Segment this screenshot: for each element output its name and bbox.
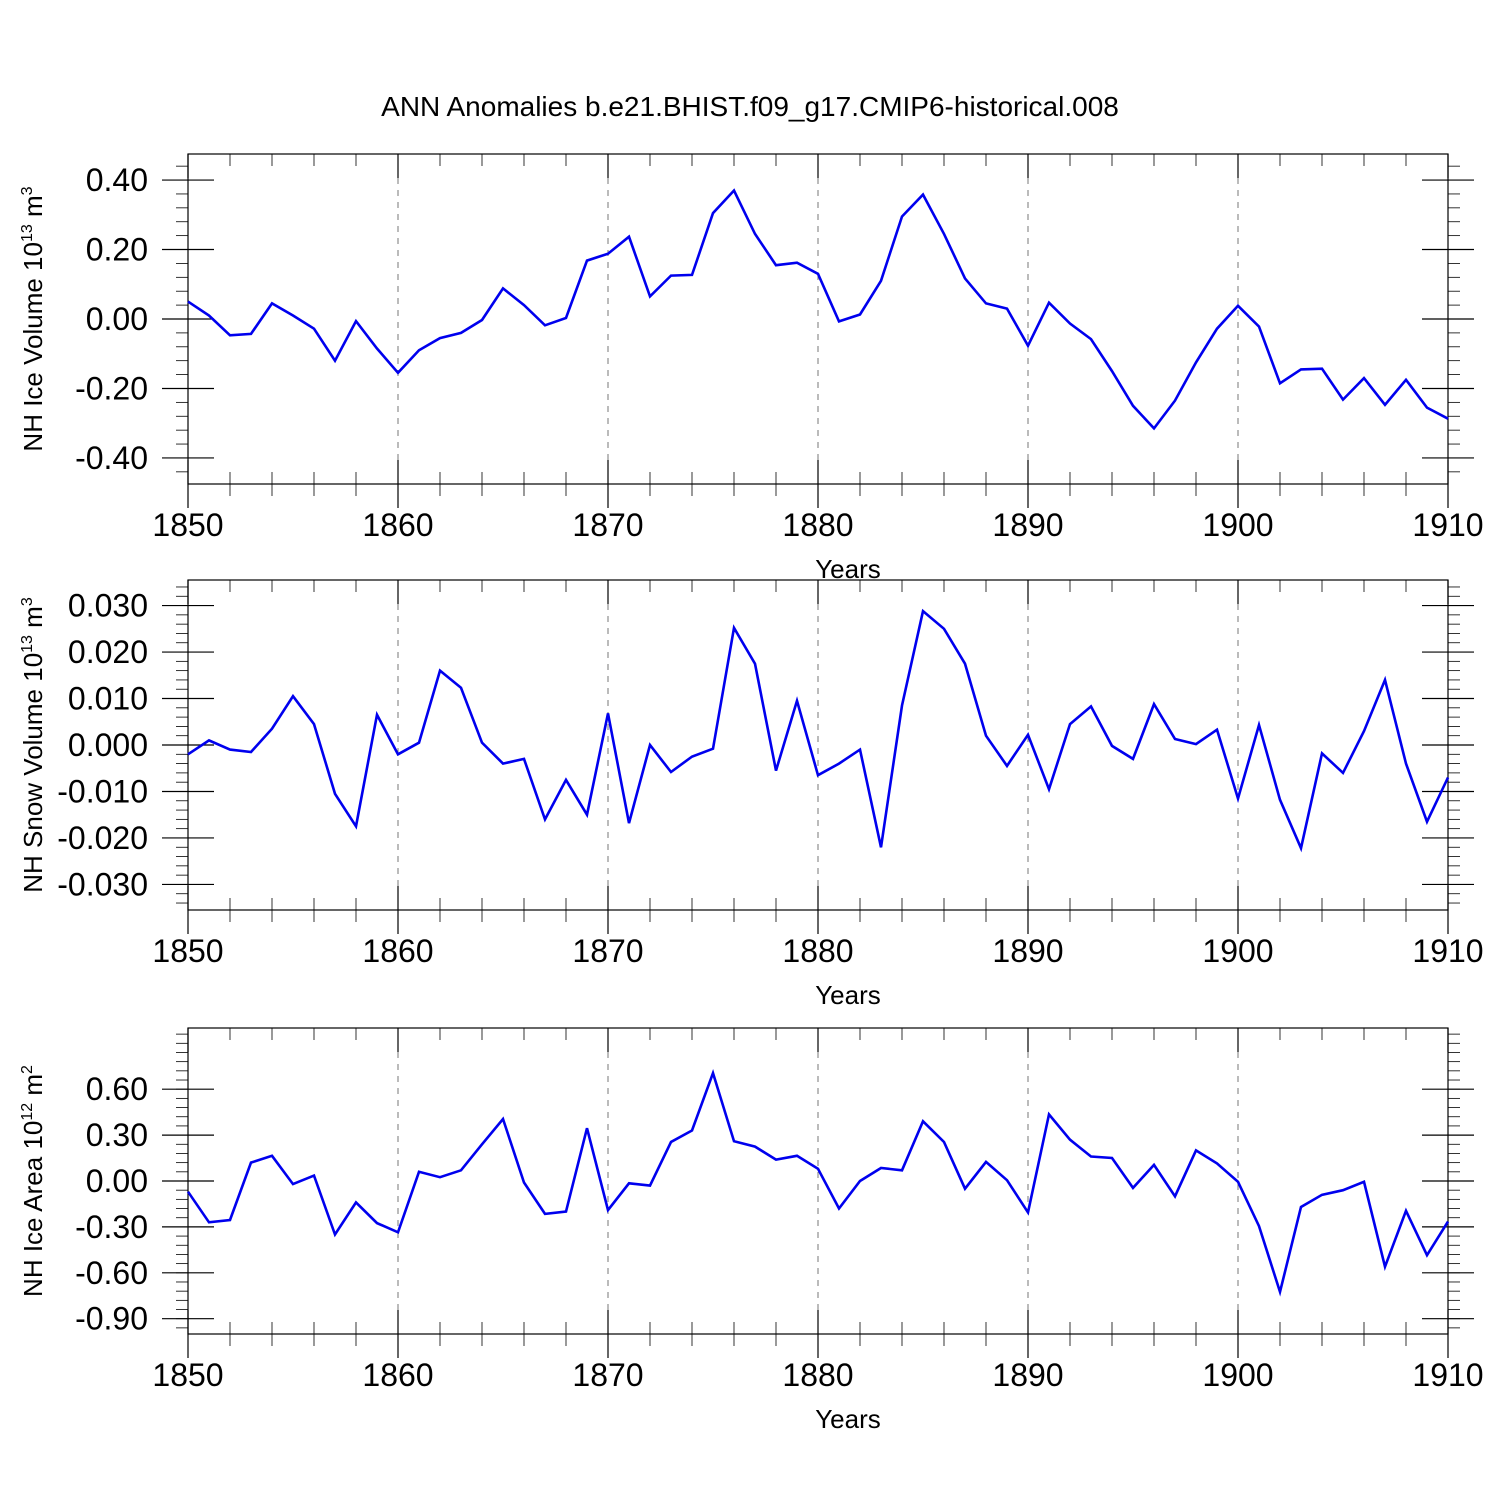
x-tick-label: 1870 xyxy=(572,507,643,543)
x-tick-label: 1870 xyxy=(572,933,643,969)
x-tick-label: 1850 xyxy=(152,1357,223,1393)
y-tick-label: 0.40 xyxy=(86,162,148,198)
x-tick-label: 1880 xyxy=(782,1357,853,1393)
x-axis-title: Years xyxy=(815,980,881,1010)
x-tick-label: 1890 xyxy=(992,933,1063,969)
x-tick-label: 1860 xyxy=(362,933,433,969)
panel-2: -0.030 -0.020 -0.010 0.000 0.010 0.020 0.030 18… xyxy=(18,579,1484,1010)
x-tick-label: 1850 xyxy=(152,933,223,969)
x-tick-label: 1860 xyxy=(362,507,433,543)
y-tick-label: 0.010 xyxy=(68,681,148,717)
y-tick-label: 0.60 xyxy=(86,1071,148,1107)
y-tick-label: 0.30 xyxy=(86,1117,148,1153)
x-tick-label: 1860 xyxy=(362,1357,433,1393)
x-tick-label: 1900 xyxy=(1202,1357,1273,1393)
y-tick-label: -0.30 xyxy=(75,1209,148,1245)
series-line xyxy=(186,1069,1450,1297)
y-tick-label: 0.00 xyxy=(86,301,148,337)
x-tick-label: 1890 xyxy=(992,507,1063,543)
y-tick-label: 0.030 xyxy=(68,588,148,624)
y-tick-label: -0.030 xyxy=(57,866,148,902)
x-axis-title: Years xyxy=(815,1404,881,1434)
x-tick-label: 1890 xyxy=(992,1357,1063,1393)
y-tick-label: -0.60 xyxy=(75,1255,148,1291)
y-tick-label: 0.000 xyxy=(68,727,148,763)
x-tick-label: 1850 xyxy=(152,507,223,543)
x-tick-label: 1900 xyxy=(1202,507,1273,543)
plot-frame xyxy=(187,1027,1449,1335)
y-tick-label: -0.020 xyxy=(57,820,148,856)
x-tick-label: 1910 xyxy=(1412,507,1483,543)
y-axis-title: NH Snow Volume 1013 m3 xyxy=(18,597,48,893)
x-tick-label: 1910 xyxy=(1412,933,1483,969)
panel-3: -0.90 -0.60 -0.30 0.00 0.30 0.60 1850 1860 1870 1… xyxy=(18,1027,1484,1434)
x-tick-label: 1870 xyxy=(572,1357,643,1393)
series-line xyxy=(187,608,1450,853)
y-axis-title: NH Ice Volume 1013 m3 xyxy=(18,186,48,451)
y-axis-title: NH Ice Area 1012 m2 xyxy=(18,1065,48,1297)
y-tick-label: -0.010 xyxy=(57,773,148,809)
y-tick-label: -0.40 xyxy=(75,440,148,476)
y-tick-label: 0.020 xyxy=(68,634,148,670)
y-tick-label: 0.20 xyxy=(86,232,148,268)
x-tick-label: 1880 xyxy=(782,507,853,543)
x-tick-label: 1880 xyxy=(782,933,853,969)
chart-title: ANN Anomalies b.e21.BHIST.f09_g17.CMIP6-… xyxy=(381,91,1119,122)
y-tick-label: -0.90 xyxy=(75,1301,148,1337)
y-tick-label: 0.00 xyxy=(86,1163,148,1199)
x-tick-label: 1910 xyxy=(1412,1357,1483,1393)
y-tick-label: -0.20 xyxy=(75,370,148,406)
panel-1: -0.40 -0.20 0.00 0.20 0.40 1850 1860 1870 1880 18… xyxy=(18,153,1484,584)
x-axis-title: Years xyxy=(815,554,881,584)
x-tick-label: 1900 xyxy=(1202,933,1273,969)
series-line xyxy=(187,188,1449,431)
